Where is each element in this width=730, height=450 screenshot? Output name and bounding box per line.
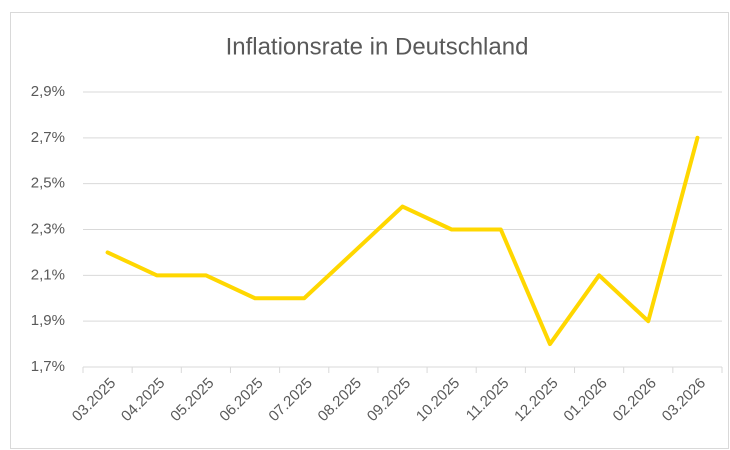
y-tick-label: 2,5% [31, 175, 65, 192]
chart-title: Inflationsrate in Deutschland [226, 33, 529, 60]
line-series [105, 135, 700, 347]
y-tick-label: 2,1% [31, 266, 65, 283]
y-tick-label: 1,9% [31, 312, 65, 329]
y-tick-label: 2,9% [31, 83, 65, 100]
y-tick-label: 2,3% [31, 220, 65, 237]
y-tick-label: 2,7% [31, 129, 65, 146]
y-tick-label: 1,7% [31, 358, 65, 375]
chart-frame [10, 12, 729, 449]
